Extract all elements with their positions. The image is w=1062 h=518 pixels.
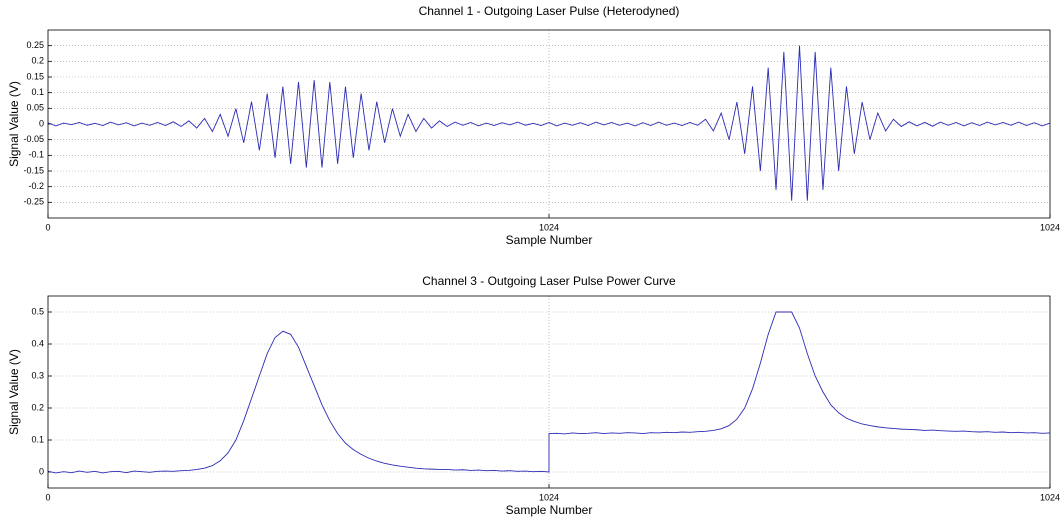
- y-tick-label: -0.1: [28, 150, 44, 160]
- y-tick-label: -0.15: [23, 165, 44, 175]
- signal-line: [47, 45, 1051, 201]
- y-tick-label: 0.4: [31, 338, 44, 348]
- x-tick-label: 1024: [539, 492, 559, 502]
- y-tick-label: 0: [39, 466, 44, 476]
- y-tick-label: 0.1: [31, 434, 44, 444]
- y-tick-label: -0.25: [23, 197, 44, 207]
- y-tick-label: 0.05: [26, 103, 44, 113]
- signal-line: [47, 311, 1051, 474]
- x-tick-label: 1024: [539, 222, 559, 232]
- y-tick-label: 0.25: [26, 40, 44, 50]
- y-tick-label: 0.2: [31, 402, 44, 412]
- y-tick-label: -0.2: [28, 181, 44, 191]
- y-axis-label: Signal Value (V): [7, 81, 21, 167]
- y-tick-label: 0: [39, 118, 44, 128]
- y-axis-label: Signal Value (V): [7, 349, 21, 435]
- y-tick-label: 0.2: [31, 56, 44, 66]
- x-tick-label: 0: [45, 492, 50, 502]
- y-tick-label: -0.05: [23, 134, 44, 144]
- chart-title: Channel 1 - Outgoing Laser Pulse (Hetero…: [419, 4, 680, 18]
- x-axis-label: Sample Number: [506, 233, 593, 247]
- y-tick-label: 0.1: [31, 87, 44, 97]
- axes-frame: [47, 29, 1051, 219]
- x-tick-label: 1024: [1040, 492, 1060, 502]
- chart-title: Channel 3 - Outgoing Laser Pulse Power C…: [422, 274, 676, 288]
- y-tick-label: 0.5: [31, 306, 44, 316]
- y-tick-label: 0.3: [31, 370, 44, 380]
- axes-frame: [47, 295, 1051, 489]
- x-axis-label: Sample Number: [506, 503, 593, 517]
- x-tick-label: 1024: [1040, 222, 1060, 232]
- x-tick-label: 0: [45, 222, 50, 232]
- y-tick-label: 0.15: [26, 71, 44, 81]
